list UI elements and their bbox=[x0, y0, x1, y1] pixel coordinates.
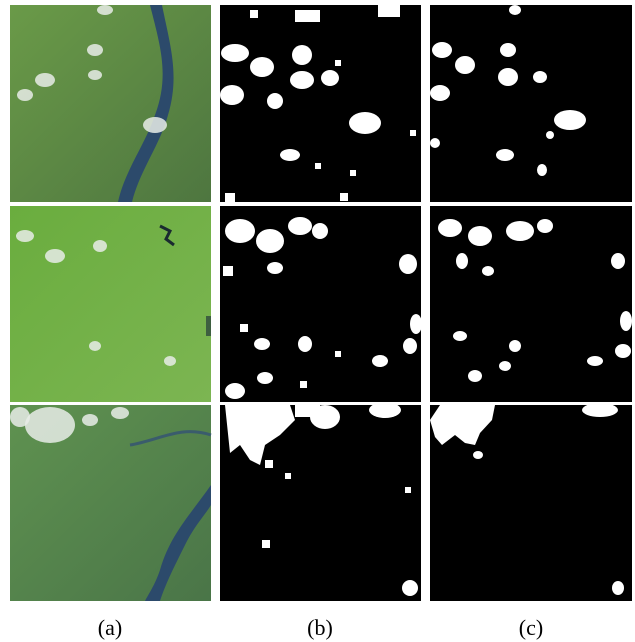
predicted-mask bbox=[430, 403, 632, 601]
panel-label: (a) bbox=[98, 615, 122, 640]
ground-truth-mask bbox=[220, 402, 421, 601]
ground-truth-mask bbox=[220, 5, 421, 202]
satellite-image bbox=[10, 5, 211, 202]
predicted-mask bbox=[430, 206, 632, 402]
ground-truth-mask bbox=[220, 206, 422, 402]
figure: (a) (b) (c) bbox=[0, 0, 635, 642]
predicted-mask bbox=[430, 5, 632, 202]
satellite-image bbox=[10, 405, 211, 601]
satellite-image bbox=[10, 206, 211, 402]
panel-label: (c) bbox=[519, 615, 543, 640]
panel-label: (b) bbox=[307, 615, 333, 640]
